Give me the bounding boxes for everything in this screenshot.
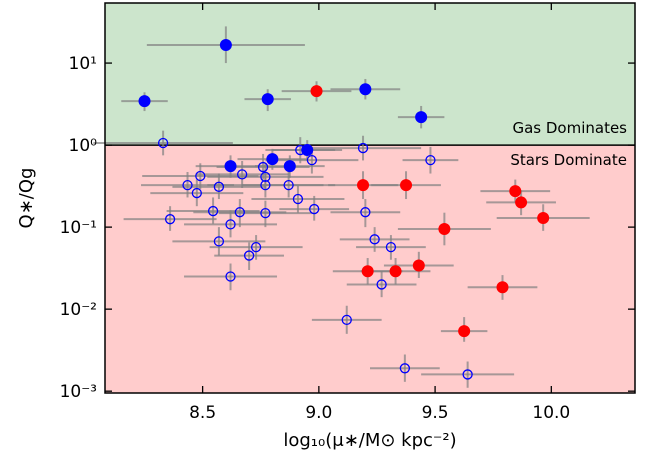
region-label: Gas Dominates [512, 119, 627, 137]
point [250, 241, 262, 253]
y-axis-label: Q∗/Qg [16, 168, 37, 229]
point [357, 179, 370, 192]
point [225, 271, 236, 282]
x-tick-label: 8.5 [189, 403, 216, 423]
y-tick-label: 10⁻² [60, 300, 97, 320]
point [309, 203, 320, 215]
point [292, 193, 304, 205]
point [360, 207, 371, 218]
point [260, 208, 271, 219]
point [496, 281, 509, 294]
point [182, 179, 193, 191]
point [306, 154, 318, 166]
point [157, 137, 169, 149]
y-tick-label: 10⁰ [69, 136, 98, 156]
point [357, 142, 369, 154]
point [243, 250, 255, 261]
point [260, 179, 271, 191]
x-tick-label: 10.0 [532, 403, 570, 423]
point [415, 111, 428, 124]
point [462, 369, 473, 380]
point [412, 259, 425, 272]
point [376, 279, 387, 290]
point [385, 241, 397, 253]
y-tick-label: 10⁻³ [60, 382, 97, 402]
point [164, 214, 176, 225]
point [515, 196, 528, 209]
point [236, 169, 248, 180]
point [191, 187, 202, 199]
point [138, 95, 151, 108]
point [195, 170, 206, 182]
point [310, 85, 323, 98]
point [283, 160, 296, 173]
point [266, 153, 279, 166]
point [389, 265, 402, 278]
point [458, 325, 471, 338]
x-tick-label: 9.5 [422, 403, 449, 423]
y-tick-label: 10¹ [69, 54, 97, 74]
point [219, 39, 232, 52]
point [369, 234, 380, 245]
point [283, 179, 294, 191]
point [509, 185, 522, 198]
point [234, 207, 245, 218]
point [537, 212, 550, 225]
point [213, 181, 225, 192]
point [257, 161, 269, 173]
point [213, 236, 225, 247]
point [425, 154, 436, 166]
point [295, 144, 306, 156]
y-tick-label: 10⁻¹ [60, 218, 97, 238]
point [225, 219, 236, 230]
point [260, 171, 271, 183]
point [224, 160, 237, 173]
x-tick-label: 9.0 [305, 403, 332, 423]
points [138, 39, 550, 380]
point [261, 93, 274, 106]
plot-frame [104, 2, 636, 394]
point [361, 265, 374, 278]
axes: 8.5 9.0 9.5 10.0 10⁻³ 10⁻² 10⁻¹ 10⁰ 10¹ [60, 2, 636, 423]
point [341, 314, 352, 326]
regions: Gas Dominates Stars Dominate [105, 3, 635, 393]
region [105, 3, 635, 146]
point [359, 83, 372, 96]
point [207, 205, 219, 217]
region-label: Stars Dominate [510, 151, 627, 169]
point [399, 363, 411, 374]
point [400, 179, 413, 192]
point [438, 222, 451, 235]
x-axis-label: log₁₀(μ∗/M⊙ kpc⁻²) [283, 430, 456, 451]
